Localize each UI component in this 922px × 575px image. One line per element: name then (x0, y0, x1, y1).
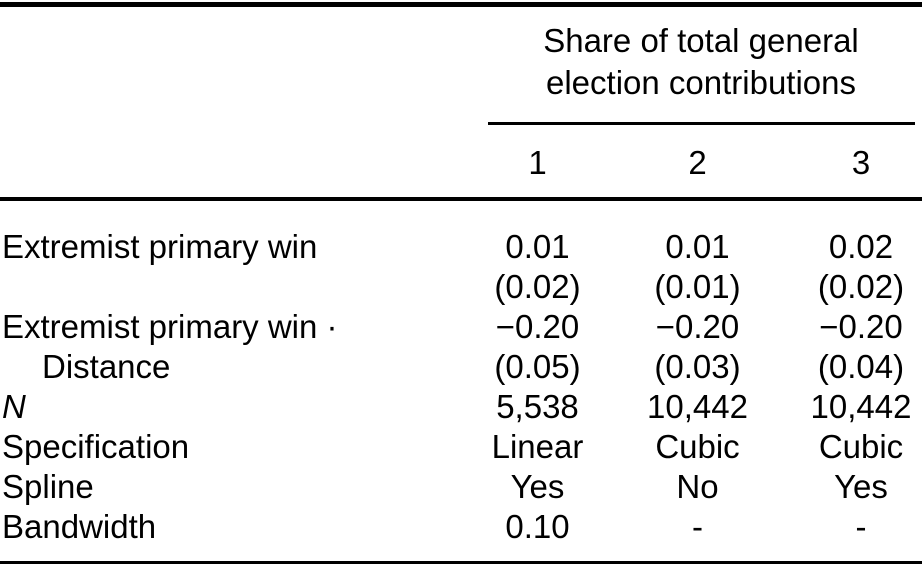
cell-value: No (676, 468, 719, 505)
cell-value: 0.01 (665, 228, 730, 265)
bottom-rule (0, 561, 922, 564)
cell-value: 0.02 (828, 228, 894, 265)
column-header-2: 2 (688, 144, 707, 181)
cell-value: 0.01 (505, 228, 570, 265)
cell-value: −0.20 (495, 308, 580, 345)
table-row: N 5,538 10,442 10,442 (0, 387, 922, 427)
cell-value: 10,442 (647, 388, 748, 425)
header-body-rule (0, 197, 922, 201)
row-label: Extremist primary win (2, 228, 318, 265)
cell-value: - (855, 508, 867, 545)
table-row: (0.02) (0.01) (0.02) (0, 267, 922, 307)
table-row: Spline Yes No Yes (0, 467, 922, 507)
table-row: Extremist primary win 0.01 0.01 0.02 (0, 227, 922, 267)
table-row: Extremist primary win · −0.20 −0.20 −0.2… (0, 307, 922, 347)
cell-value: (0.03) (654, 348, 741, 385)
row-label: Distance (42, 348, 171, 385)
cell-value: (0.02) (494, 268, 581, 305)
row-label: Specification (2, 428, 190, 465)
cell-value: 5,538 (496, 388, 579, 425)
cell-value: (0.05) (494, 348, 581, 385)
column-group-title: Share of total general election contribu… (543, 22, 859, 101)
cell-value: (0.01) (654, 268, 741, 305)
table-row: Specification Linear Cubic Cubic (0, 427, 922, 467)
cell-value: (0.02) (817, 268, 905, 305)
cell-value: - (692, 508, 703, 545)
cell-value: −0.20 (655, 308, 740, 345)
cell-value: Yes (510, 468, 565, 505)
row-label: Bandwidth (2, 508, 157, 545)
row-label: N (2, 388, 26, 425)
cell-value: Cubic (655, 428, 740, 465)
cell-value: 0.10 (505, 508, 570, 545)
table-row: Distance (0.05) (0.03) (0.04) (0, 347, 922, 387)
column-group-rule (488, 122, 915, 125)
cell-value: Cubic (818, 428, 904, 465)
table-row: Bandwidth 0.10 - - (0, 507, 922, 547)
row-label: Extremist primary win · (2, 308, 338, 345)
table-body: Extremist primary win 0.01 0.01 0.02 (0.… (0, 201, 922, 547)
column-header-3: 3 (851, 144, 871, 181)
row-label: Spline (2, 468, 94, 505)
cell-value: Yes (834, 468, 888, 505)
top-rule (0, 2, 922, 7)
cell-value: 10,442 (810, 388, 912, 425)
column-header-1: 1 (528, 144, 547, 181)
column-number-row: 1 2 3 (0, 143, 922, 183)
cell-value: Linear (491, 428, 584, 465)
cell-value: −0.20 (819, 308, 903, 345)
cell-value: (0.04) (817, 348, 905, 385)
